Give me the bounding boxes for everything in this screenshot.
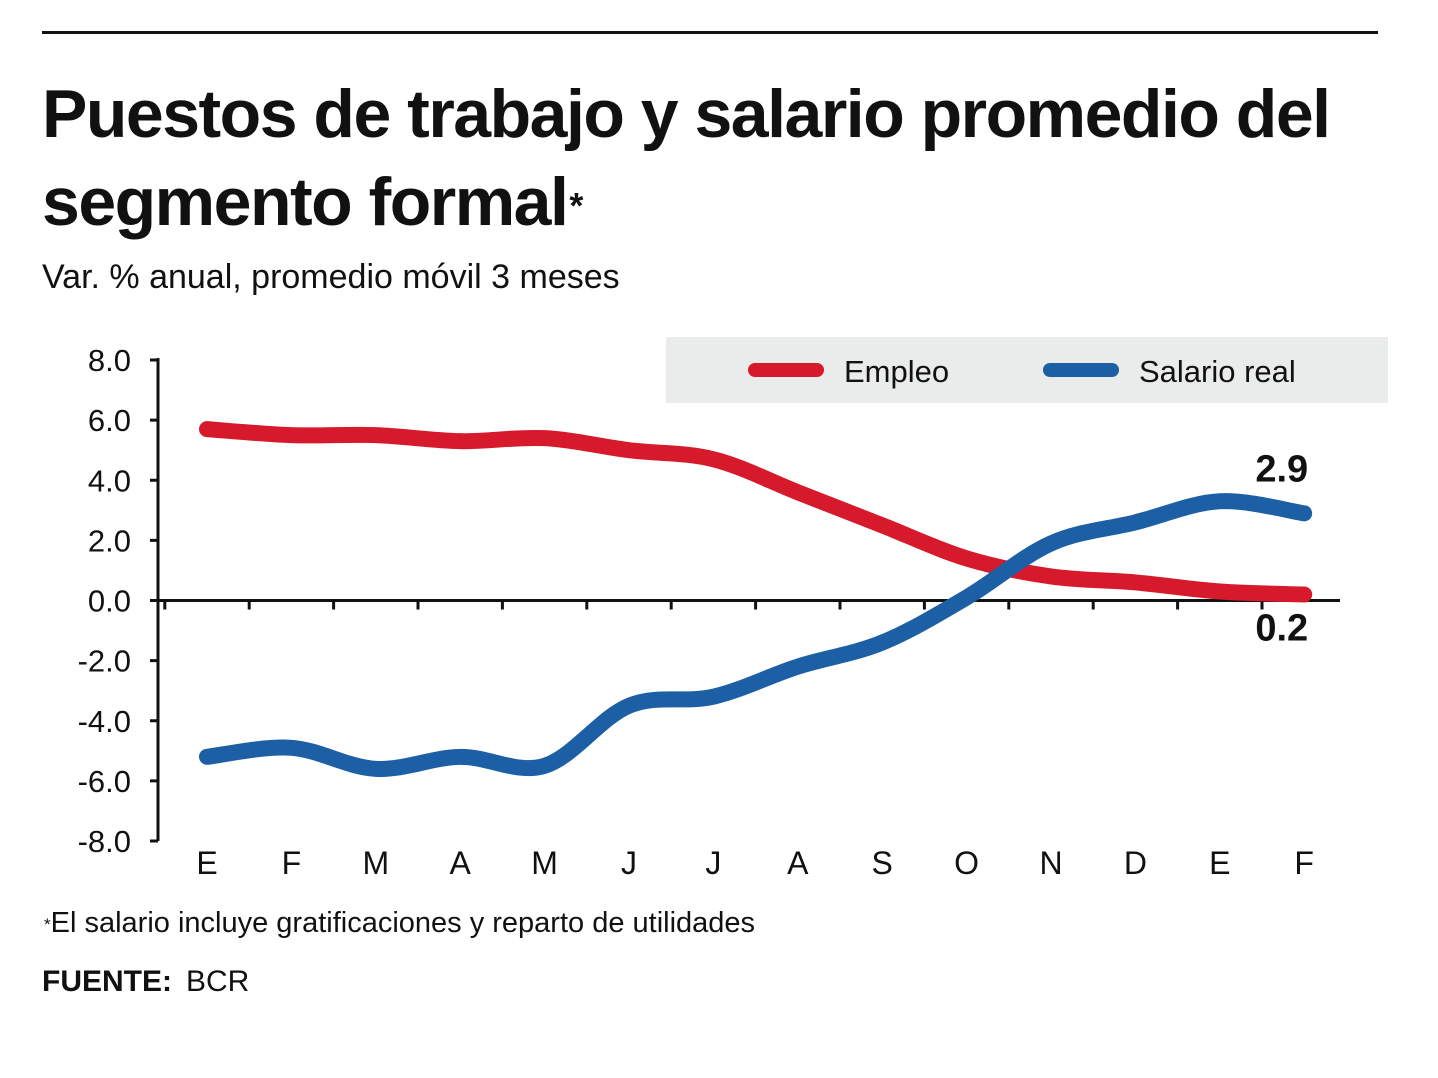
data-point-salario-real <box>966 596 968 598</box>
x-tick-label: A <box>450 845 472 881</box>
series-line-empleo <box>199 421 1313 603</box>
y-tick-label: -8.0 <box>78 824 131 859</box>
legend-label-empleo: Empleo <box>844 354 949 389</box>
data-point-salario-real <box>375 768 377 770</box>
axes: 8.0 6.0 4.0 2.0 0.0 -2.0 -4.0 -6.0 -8.0 E F M A M J J A S… <box>78 343 1340 881</box>
source-line: FUENTE: BCR <box>42 963 249 1001</box>
chart-title: Puestos de trabajo y salario promedio de… <box>42 76 1331 240</box>
y-tick-label: 8.0 <box>88 343 131 378</box>
legend-label-salario-real: Salario real <box>1139 354 1296 389</box>
data-point-empleo <box>1134 581 1136 583</box>
data-point-empleo <box>290 434 292 436</box>
data-point-empleo <box>459 440 461 442</box>
data-point-salario-real <box>712 696 714 698</box>
data-point-salario-real <box>881 642 883 644</box>
y-tick-label: 0.0 <box>88 584 131 619</box>
data-point-empleo <box>628 449 630 451</box>
x-tick-label: M <box>531 845 558 881</box>
source-label: FUENTE: <box>42 965 172 998</box>
data-point-empleo <box>375 434 377 436</box>
x-tick-label: O <box>954 845 979 881</box>
y-tick-label: -6.0 <box>78 764 131 799</box>
data-point-empleo <box>966 557 968 559</box>
series-line-salario-real <box>199 493 1313 777</box>
footnote: *El salario incluye gratificaciones y re… <box>44 907 756 939</box>
data-point-salario-real <box>1134 521 1136 523</box>
data-point-salario-real <box>1219 500 1221 502</box>
data-point-salario-real <box>544 765 546 767</box>
x-tick-label: M <box>362 845 389 881</box>
data-label: 2.9 <box>1255 448 1308 490</box>
x-tick-label: F <box>1294 845 1314 881</box>
x-tick-label: A <box>787 845 809 881</box>
footnote-asterisk: * <box>44 915 51 934</box>
x-tick-label: N <box>1039 845 1062 881</box>
data-point-empleo <box>1219 590 1221 592</box>
data-point-empleo <box>206 428 208 430</box>
title-asterisk: * <box>569 185 583 226</box>
data-point-salario-real <box>1303 512 1305 514</box>
chart-subtitle: Var. % anual, promedio móvil 3 meses <box>42 258 620 296</box>
y-tick-label: 2.0 <box>88 523 131 558</box>
data-point-empleo <box>1303 593 1305 595</box>
y-tick-label: 4.0 <box>88 463 131 498</box>
y-tick-label: 6.0 <box>88 403 131 438</box>
top-rule <box>42 31 1378 34</box>
y-tick-label: -2.0 <box>78 644 131 679</box>
data-point-empleo <box>712 458 714 460</box>
data-point-salario-real <box>1050 542 1052 544</box>
data-point-salario-real <box>797 666 799 668</box>
x-tick-label: F <box>282 845 302 881</box>
x-tick-label: S <box>872 845 893 881</box>
data-label: 0.2 <box>1255 607 1308 649</box>
line-chart: Empleo Salario real 8.0 6.0 4.0 2.0 0.0 -2.0 -… <box>78 337 1388 881</box>
data-point-empleo <box>1050 575 1052 577</box>
x-tick-label: D <box>1124 845 1147 881</box>
data-point-empleo <box>797 491 799 493</box>
data-point-salario-real <box>206 756 208 758</box>
source-value: BCR <box>186 965 250 998</box>
data-point-empleo <box>544 437 546 439</box>
data-labels: 2.9 0.2 <box>1255 448 1308 649</box>
x-tick-label: J <box>621 845 637 881</box>
data-point-salario-real <box>459 756 461 758</box>
legend: Empleo Salario real <box>666 337 1388 403</box>
x-tick-label: E <box>1209 845 1230 881</box>
x-tick-label: E <box>196 845 217 881</box>
data-point-salario-real <box>628 705 630 707</box>
x-tick-label: J <box>705 845 721 881</box>
data-point-salario-real <box>290 747 292 749</box>
series-lines <box>199 421 1313 777</box>
y-tick-label: -4.0 <box>78 704 131 739</box>
data-point-empleo <box>881 524 883 526</box>
